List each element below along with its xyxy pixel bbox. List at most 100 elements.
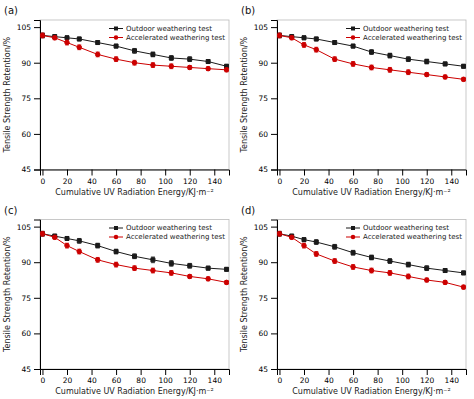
- error-bar: [133, 266, 137, 271]
- error-bar: [169, 271, 173, 276]
- panel-label: (b): [241, 5, 255, 16]
- legend-item: Outdoor weathering test: [346, 224, 449, 232]
- tick-mark: [165, 369, 166, 375]
- tick-label: 140: [208, 376, 223, 385]
- data-point: [188, 264, 192, 268]
- x-tick: 40: [87, 170, 97, 186]
- data-point: [96, 244, 100, 248]
- tick-label: 80: [373, 376, 383, 385]
- error-bar: [302, 243, 306, 248]
- panel: 02040608010012014045607590105Cumulative …: [3, 5, 230, 197]
- tick-label: 45: [21, 165, 31, 174]
- legend-marker: [351, 27, 355, 31]
- error-bar: [425, 73, 429, 77]
- y-tick: 75: [21, 294, 40, 303]
- data-point: [351, 62, 356, 67]
- tick-label: 75: [21, 94, 31, 103]
- legend-item: Outdoor weathering test: [109, 224, 212, 232]
- legend-marker: [114, 35, 119, 40]
- series: [40, 231, 229, 284]
- y-tick: 105: [17, 223, 40, 232]
- data-point: [388, 54, 392, 58]
- data-point: [187, 65, 192, 70]
- data-point: [289, 36, 294, 41]
- axis-line: [34, 21, 41, 171]
- tick-label: 75: [258, 294, 268, 303]
- error-bar: [114, 57, 118, 62]
- error-bar: [225, 280, 229, 284]
- series-line: [279, 234, 463, 287]
- data-point: [40, 33, 45, 38]
- error-bar: [77, 249, 81, 254]
- tick-label: 80: [373, 177, 383, 186]
- tick-mark: [190, 369, 191, 375]
- tick-mark: [42, 170, 43, 176]
- tick-label: 100: [159, 177, 174, 186]
- tick-mark: [67, 369, 68, 375]
- error-bar: [53, 235, 57, 239]
- data-point: [77, 239, 81, 243]
- data-point: [406, 263, 410, 267]
- tick-label: 120: [183, 177, 198, 186]
- data-point: [95, 52, 100, 57]
- error-bar: [443, 62, 447, 66]
- y-axis-title: Tensile Strength Retention/%: [240, 236, 249, 353]
- y-tick: 60: [258, 329, 277, 338]
- error-bar: [225, 68, 229, 72]
- tick-label: 60: [349, 376, 359, 385]
- legend-marker: [114, 235, 119, 240]
- error-bar: [406, 70, 410, 75]
- error-bar: [406, 57, 410, 62]
- error-bar: [333, 259, 337, 264]
- data-point: [277, 232, 281, 236]
- error-bar: [133, 254, 137, 259]
- data-point: [406, 57, 410, 61]
- data-point: [388, 68, 393, 73]
- error-bar: [151, 52, 155, 57]
- tick-mark: [451, 369, 452, 375]
- series-line: [42, 234, 226, 283]
- tick-mark: [271, 63, 277, 64]
- tick-mark: [271, 369, 277, 370]
- panel: 02040608010012014045607590105Cumulative …: [240, 205, 467, 397]
- data-point: [151, 52, 155, 56]
- tick-label: 120: [420, 177, 435, 186]
- error-bar: [188, 66, 192, 70]
- error-bar: [206, 277, 210, 281]
- error-bar: [206, 60, 210, 64]
- data-point: [302, 238, 306, 242]
- legend-marker: [114, 226, 118, 230]
- x-axis-title: Cumulative UV Radiation Energy/KJ·m⁻²: [55, 188, 214, 197]
- tick-mark: [190, 170, 191, 176]
- data-point: [114, 262, 119, 267]
- tick-label: 90: [258, 59, 268, 68]
- tick-mark: [34, 98, 40, 99]
- data-point: [224, 280, 229, 285]
- x-tick: 140: [208, 369, 223, 385]
- series: [277, 33, 466, 82]
- panel-label: (d): [241, 205, 255, 216]
- error-bar: [53, 36, 57, 40]
- x-tick: 20: [63, 369, 73, 385]
- y-axis-title: Tensile Strength Retention/%: [3, 236, 12, 353]
- tick-mark: [92, 170, 93, 176]
- y-axis: 45607590105: [254, 21, 278, 175]
- error-bar: [351, 250, 355, 255]
- tick-label: 60: [258, 130, 268, 139]
- error-bar: [133, 48, 137, 53]
- x-tick: 60: [112, 369, 122, 385]
- error-bar: [314, 37, 318, 41]
- tick-label: 105: [254, 223, 269, 232]
- x-tick: 40: [87, 369, 97, 385]
- error-bar: [443, 269, 447, 273]
- data-point: [461, 77, 466, 82]
- tick-label: 105: [17, 223, 32, 232]
- error-bar: [96, 257, 100, 262]
- tick-label: 100: [159, 376, 174, 385]
- y-tick: 90: [258, 258, 277, 267]
- error-bar: [388, 259, 392, 264]
- tick-mark: [141, 170, 142, 176]
- data-point: [333, 245, 337, 249]
- x-tick: 0: [41, 170, 46, 186]
- data-point: [277, 231, 282, 236]
